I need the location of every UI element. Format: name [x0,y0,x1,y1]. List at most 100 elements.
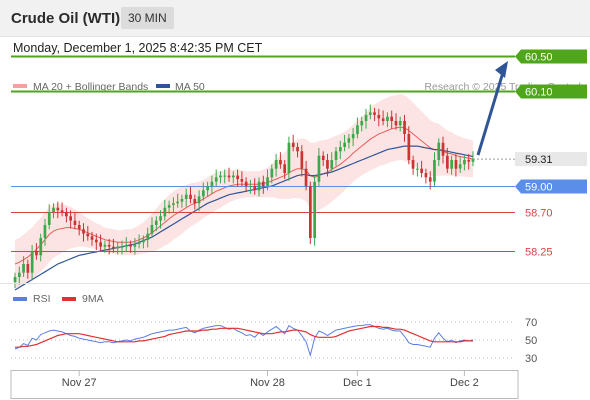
candle-body [107,244,111,247]
x-axis-labels: Nov 27 Nov 28 Dec 1 Dec 2 [62,371,479,389]
candle-body [206,186,209,191]
candle-body [249,186,252,187]
candle-body [326,160,329,169]
candle-body [309,186,312,238]
candle-body [351,134,355,139]
candle-body [189,194,192,199]
x-label: Dec 1 [343,377,372,389]
candle-body [317,155,321,182]
candle-body [47,212,51,225]
candle-body [330,160,334,169]
candle-body [266,177,269,186]
level-badge-59.00 [515,179,587,194]
candle-body [304,168,308,186]
candle-body [180,199,184,202]
x-label: Nov 28 [250,377,285,389]
level-badge-60.50 [515,49,587,64]
candle-body [236,175,239,180]
instrument-header: Crude Oil (WTI) 30 MIN [0,0,590,37]
candle-body [424,173,428,178]
legend-bollinger-label: MA 20 + Bollinger Bands [33,81,148,93]
candle-body [219,175,222,178]
rsi-line [14,324,474,358]
candle-body [321,155,325,160]
candle-body [411,160,415,169]
candle-body [150,225,154,234]
x-label: Nov 27 [62,377,97,389]
candle-body [450,160,453,169]
candle-body [364,114,368,121]
candle-body [30,251,34,273]
candle-body [39,238,43,256]
legend-ma50-label: MA 50 [175,81,205,93]
candle-body [347,138,351,143]
candle-body [240,179,244,182]
candle-body [291,142,295,147]
candle-body [287,142,291,173]
candle-body [172,203,175,205]
candle-body [90,236,94,240]
candle-body [154,220,158,225]
candle-body [381,118,385,121]
arrow-shaft [476,68,506,156]
candle-body [137,242,141,244]
candle-body [339,147,342,152]
legend-rsi-label: RSI [33,293,51,305]
current-price-badge [515,152,587,167]
candle-body [210,181,214,186]
candle-body [416,168,419,170]
candle-body [368,112,372,115]
candle-body [313,181,316,238]
candle-body [159,216,162,221]
candle-body [428,177,432,182]
candle-body [257,181,261,191]
rsi-tick-50: 50 [525,335,537,347]
candle-body [125,244,128,247]
current-price-label: 59.31 [525,154,553,166]
candle-body [163,207,167,217]
candle-body [176,201,179,204]
instrument-title: Crude Oil (WTI) [11,10,121,27]
target-arrow [476,61,508,156]
candle-body [129,244,132,247]
candle-body [223,175,227,177]
level-label-58.25: 58.25 [525,247,553,259]
candle-body [214,177,218,182]
candle-body [116,246,120,249]
candle-body [270,168,274,178]
candle-body [398,121,402,126]
rsi-tick-70: 70 [525,317,537,329]
candle-body [193,199,197,204]
candle-body [390,116,393,121]
candle-body [112,246,115,249]
key-levels [11,55,515,252]
candle-body [373,112,376,115]
candle-body [86,233,90,237]
candle-body [146,233,150,240]
candle-body [22,264,25,273]
candle-body [35,251,38,256]
candle-body [120,246,124,248]
rsi-ma-line [15,325,473,348]
candle-body [296,147,299,152]
timeframe-button[interactable]: 30 MIN [121,7,174,29]
candle-body [60,210,64,212]
level-label-60.10: 60.10 [525,87,553,99]
candle-body [467,160,471,162]
candle-body [377,114,381,119]
candle-body [471,159,475,162]
moving-averages [14,126,474,291]
candle-body [18,272,21,277]
candle-body [441,142,445,156]
candle-body [433,160,436,182]
candle-body [454,160,458,169]
candle-body [73,220,77,225]
candle-body [184,194,188,199]
candle-body [420,168,423,173]
candle-body [77,225,81,230]
candle-body [463,160,466,165]
candle-body [65,212,68,217]
candle-body [133,244,137,247]
candle-body [274,160,278,169]
